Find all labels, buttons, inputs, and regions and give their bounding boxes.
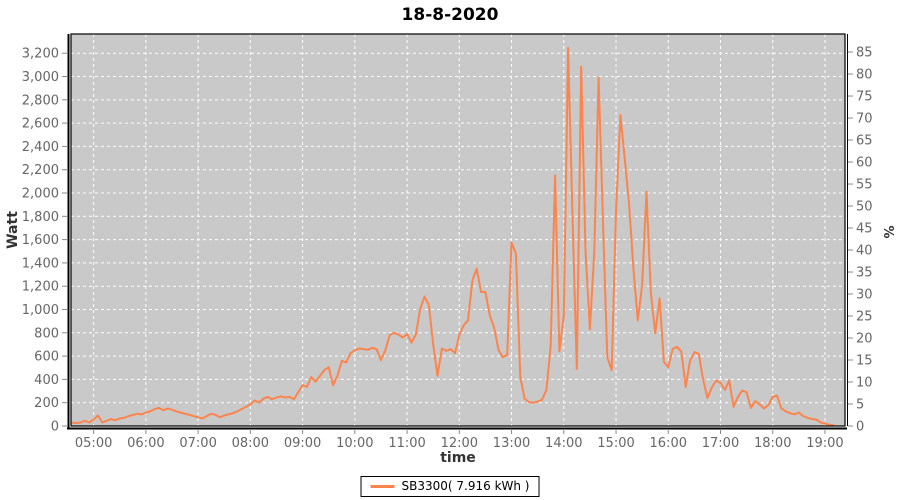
y-axis-right-title: % — [880, 225, 895, 238]
plot-background — [71, 34, 845, 426]
svg-text:20: 20 — [856, 332, 873, 347]
svg-text:2,200: 2,200 — [22, 163, 59, 178]
svg-text:25: 25 — [856, 310, 873, 325]
svg-text:17:00: 17:00 — [702, 436, 739, 451]
svg-text:07:00: 07:00 — [179, 436, 216, 451]
tick-labels: 02004006008001,0001,2001,4001,6001,8002,… — [22, 46, 873, 451]
svg-text:30: 30 — [856, 288, 873, 303]
svg-text:3,200: 3,200 — [22, 47, 59, 62]
svg-text:16:00: 16:00 — [650, 436, 687, 451]
plot-border — [70, 33, 846, 427]
svg-text:2,800: 2,800 — [22, 93, 59, 108]
svg-text:65: 65 — [856, 134, 873, 149]
svg-text:200: 200 — [34, 396, 59, 411]
svg-text:08:00: 08:00 — [232, 436, 269, 451]
svg-text:10: 10 — [856, 376, 873, 391]
svg-text:85: 85 — [856, 46, 873, 61]
svg-text:1,000: 1,000 — [22, 303, 59, 318]
svg-text:10:00: 10:00 — [336, 436, 373, 451]
svg-text:1,800: 1,800 — [22, 210, 59, 225]
svg-text:45: 45 — [856, 222, 873, 237]
series-line — [70, 47, 835, 427]
svg-text:05:00: 05:00 — [75, 436, 112, 451]
svg-text:1,200: 1,200 — [22, 280, 59, 295]
svg-text:35: 35 — [856, 266, 873, 281]
svg-text:600: 600 — [34, 350, 59, 365]
svg-text:5: 5 — [856, 398, 864, 413]
tick-marks — [62, 51, 853, 434]
svg-text:19:00: 19:00 — [806, 436, 843, 451]
svg-text:0: 0 — [51, 420, 59, 435]
svg-text:15: 15 — [856, 354, 873, 369]
svg-text:13:00: 13:00 — [493, 436, 530, 451]
gridlines — [71, 34, 845, 426]
chart-title: 18-8-2020 — [401, 5, 499, 25]
svg-text:50: 50 — [856, 200, 873, 215]
series-color-swatch — [370, 484, 395, 488]
svg-text:75: 75 — [856, 90, 873, 105]
svg-text:06:00: 06:00 — [127, 436, 164, 451]
svg-text:1,600: 1,600 — [22, 233, 59, 248]
svg-text:80: 80 — [856, 68, 873, 83]
svg-text:40: 40 — [856, 244, 873, 259]
svg-text:60: 60 — [856, 156, 873, 171]
y-axis-left-title: Watt — [5, 211, 21, 249]
svg-text:2,400: 2,400 — [22, 140, 59, 155]
svg-text:18:00: 18:00 — [754, 436, 791, 451]
svg-text:800: 800 — [34, 326, 59, 341]
svg-text:0: 0 — [856, 420, 864, 435]
svg-text:2,000: 2,000 — [22, 187, 59, 202]
legend-series-label: SB3300( 7.916 kWh ) — [401, 479, 530, 493]
svg-text:3,000: 3,000 — [22, 70, 59, 85]
svg-text:15:00: 15:00 — [597, 436, 634, 451]
svg-text:11:00: 11:00 — [388, 436, 425, 451]
svg-text:14:00: 14:00 — [545, 436, 582, 451]
svg-text:12:00: 12:00 — [441, 436, 478, 451]
legend: SB3300( 7.916 kWh ) — [360, 476, 540, 497]
svg-text:2,600: 2,600 — [22, 117, 59, 132]
svg-text:1,400: 1,400 — [22, 256, 59, 271]
x-axis-title: time — [440, 450, 476, 466]
svg-text:55: 55 — [856, 178, 873, 193]
svg-text:400: 400 — [34, 373, 59, 388]
svg-text:09:00: 09:00 — [284, 436, 321, 451]
svg-text:70: 70 — [856, 112, 873, 127]
